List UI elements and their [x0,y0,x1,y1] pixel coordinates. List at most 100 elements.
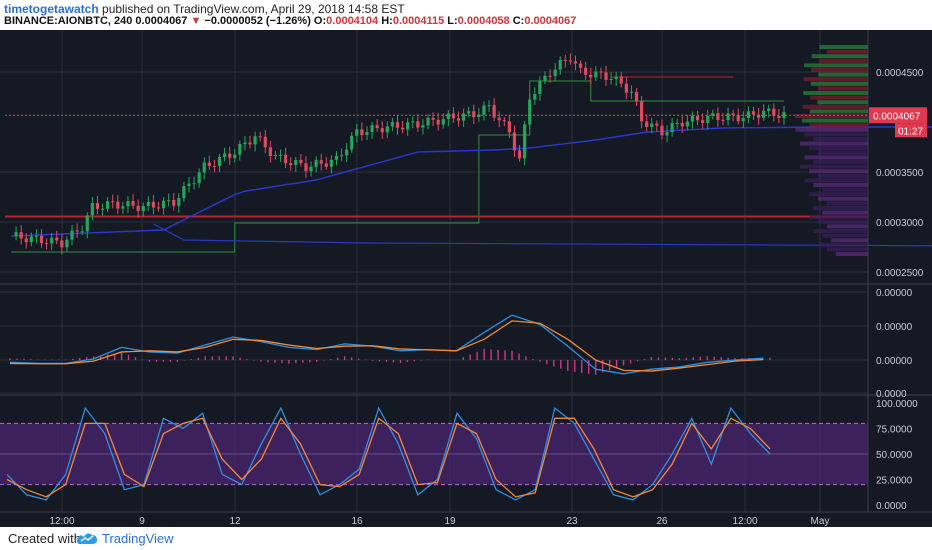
candle-body [573,61,578,64]
low-label: L: [447,15,458,27]
volume-profile-bar [813,137,868,141]
chart-header: timetogetawatch published on TradingView… [0,0,932,30]
candle-body [711,113,715,116]
volume-profile-bar [813,229,868,233]
open-label: O: [313,15,327,27]
candle-body [70,230,74,240]
candle-body [294,160,298,166]
candle-body [14,232,18,236]
candle-body [258,136,262,138]
macd-tick-label: 0.0000 [876,389,907,400]
candle-body [319,160,323,164]
time-tick-label: 16 [351,516,363,527]
candle-body [736,114,740,122]
volume-profile-bar [809,215,868,220]
candle-body [558,60,562,70]
candle-body [365,132,369,136]
volume-profile-bar [802,104,868,109]
candle-body [345,149,349,156]
tradingview-brand[interactable]: TradingView [102,531,174,546]
ohlc-line: BINANCE:AIONBTC, 240 0.0004067 ▼ −0.0000… [4,15,576,27]
time-tick-label: 12 [229,516,241,527]
time-tick-label: 23 [566,516,578,527]
last-price-tag [869,107,927,124]
down-arrow-icon: ▼ [190,15,202,27]
time-tick-label: 19 [444,516,456,527]
candle-body [172,199,176,206]
candle-body [640,101,644,122]
candle-body [543,75,547,82]
candle-body [95,203,100,209]
chart-canvas[interactable]: 0.0004500 0.0003500 0.0003000 0.0002500 0.00… [0,30,932,527]
candle-body [716,113,720,120]
chart-area[interactable]: 0.0004500 0.0003500 0.0003000 0.0002500 0.00… [0,30,932,527]
candle-body [289,163,293,166]
price-tick-label: 0.0004500 [876,68,924,79]
candle-body [350,135,354,150]
author-link[interactable]: timetogetawatch [4,2,99,16]
macd-tick-label: 0.00000 [876,356,913,367]
volume-profile-bar [835,252,868,256]
candle-body [284,154,288,164]
volume-profile-bar [817,86,868,91]
candle-body [701,120,705,123]
candle-body [726,113,730,121]
stoch-tick-label: 50.0000 [876,450,913,461]
candle-body [273,155,278,157]
candle-body [482,105,486,115]
volume-profile-bar [819,45,868,49]
moving-average-line [153,223,932,247]
footer: Created with TradingView [0,527,932,550]
candle-body [34,235,39,237]
candle-body [650,123,654,128]
volume-profile-bar [831,238,868,243]
candle-body [50,237,54,244]
candle-body [685,121,689,127]
candle-body [777,115,781,119]
candle-body [523,124,527,159]
candle-body [243,142,247,144]
candle-body [451,113,456,119]
candle-body [467,111,471,114]
candle-body [329,159,333,167]
candle-body [141,206,145,211]
candle-body [695,115,700,121]
price-tick-label: 0.0003000 [876,218,924,229]
candle-body [24,238,28,243]
candle-body [782,112,786,119]
support-step-line [11,80,784,253]
axes: 0.0004500 0.0003500 0.0003000 0.0002500 0.00… [49,68,927,527]
candle-body [497,117,501,121]
candle-body [655,123,659,126]
candle-body [629,91,634,93]
candle-body [29,236,33,243]
candle-body [660,125,664,136]
candle-body [380,128,384,133]
stoch-d-line [6,417,771,498]
volume-profile-bar [795,127,868,132]
volume-profile-bar [804,132,868,137]
candle-body [187,183,191,187]
candle-body [390,122,395,127]
candle-body [614,76,618,80]
publish-line: timetogetawatch published on TradingView… [4,2,405,16]
candle-body [228,153,232,158]
candle-body [212,165,217,167]
candle-body [767,108,771,111]
candle-body [268,147,272,157]
volume-profile-bar [810,81,868,86]
candle-body [85,215,89,232]
candle-body [39,235,44,244]
candle-body [507,121,511,133]
candle-body [400,127,405,130]
candle-body [233,154,237,158]
candle-body [533,94,537,100]
volume-profile-bar [817,196,868,201]
volume-profile-bar [804,155,868,160]
candle-body [426,117,430,126]
price-tick-label: 0.0003500 [876,168,924,179]
volume-profile-bar [810,95,868,100]
candle-body [756,114,761,118]
candle-body [355,129,359,136]
candle-body [553,69,557,77]
